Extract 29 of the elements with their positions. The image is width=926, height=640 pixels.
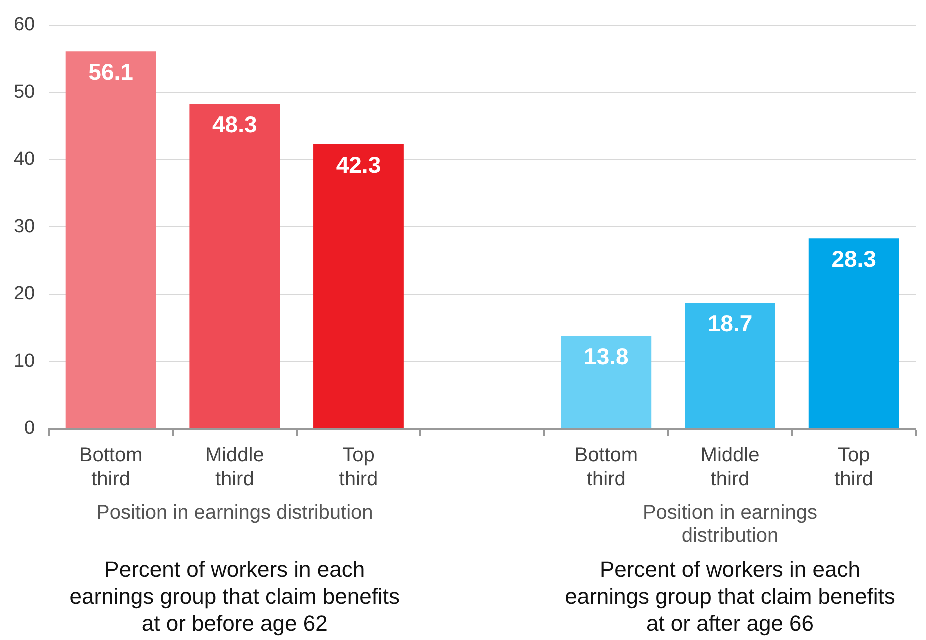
x-tick-label: Top third xyxy=(339,444,378,491)
bar xyxy=(808,238,900,428)
y-tick-label: 10 xyxy=(14,350,36,372)
y-tick-label: 50 xyxy=(14,82,36,103)
bar xyxy=(190,104,280,428)
data-label: 18.7 xyxy=(708,310,753,337)
y-tick-label: 0 xyxy=(24,418,36,440)
y-tick-label: 20 xyxy=(14,284,36,305)
y-tick-label: 40 xyxy=(14,149,36,170)
data-label: 13.8 xyxy=(584,344,629,370)
data-label: 48.3 xyxy=(212,111,258,138)
bar xyxy=(685,303,776,428)
y-tick-label: 30 xyxy=(14,216,36,238)
text: Percent of workers in each earnings group that claim benefits at or before age 62 xyxy=(68,556,401,637)
x-tick-label: Bottom third xyxy=(79,444,143,491)
data-label: 56.1 xyxy=(88,58,134,85)
x-tick-label: Middle third xyxy=(700,444,760,491)
y-tick-label: 60 xyxy=(14,14,36,36)
data-label: 28.3 xyxy=(832,246,876,272)
bar xyxy=(561,336,652,428)
text: Percent of workers in each earnings group that claim benefits at or after age 66 xyxy=(564,556,896,637)
x-tick-label: Top third xyxy=(834,444,874,491)
text: Position in earnings distribution xyxy=(642,502,818,548)
x-tick-label: Middle third xyxy=(205,444,264,491)
bar xyxy=(66,52,156,428)
bar xyxy=(314,144,404,428)
text: Position in earnings distribution xyxy=(96,502,374,525)
x-tick-label: Bottom third xyxy=(574,444,638,491)
data-label: 42.3 xyxy=(336,152,382,178)
